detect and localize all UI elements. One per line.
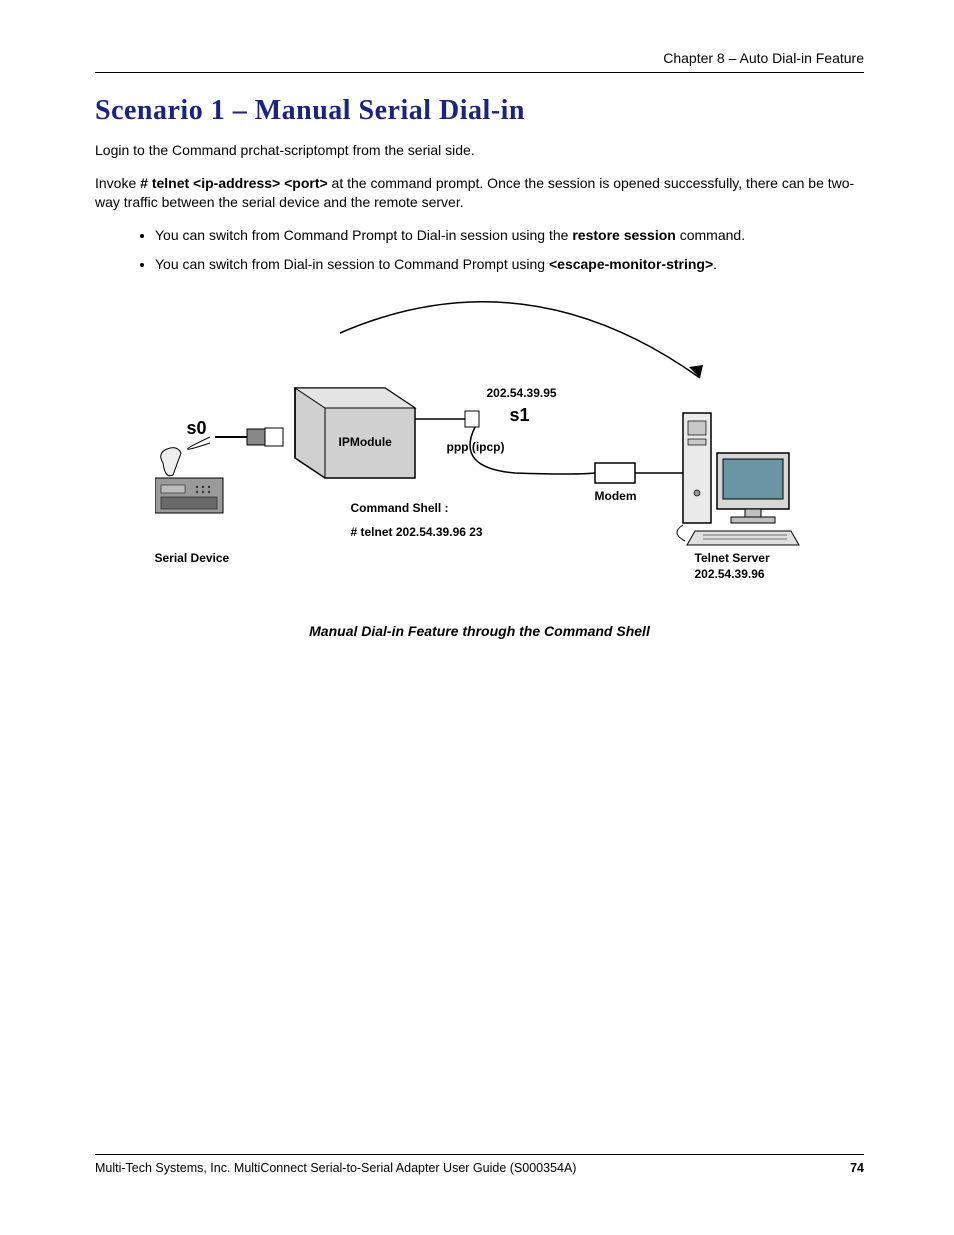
label-cmd-shell: Command Shell :	[351, 501, 449, 515]
page-number: 74	[850, 1161, 864, 1175]
page-footer: Multi-Tech Systems, Inc. MultiConnect Se…	[95, 1154, 864, 1175]
label-s0: s0	[187, 418, 207, 439]
label-telnet-server: Telnet Server	[695, 551, 770, 565]
para2-a: Invoke	[95, 175, 140, 191]
para2-cmd: # telnet <ip-address> <port>	[140, 175, 328, 191]
b1a: You can switch from Command Prompt to Di…	[155, 227, 572, 243]
bullet-1: You can switch from Command Prompt to Di…	[155, 226, 864, 245]
bullet-list: You can switch from Command Prompt to Di…	[95, 226, 864, 274]
b2b: <escape-monitor-string>	[549, 256, 713, 272]
figure-caption: Manual Dial-in Feature through the Comma…	[95, 623, 864, 639]
b2a: You can switch from Dial-in session to C…	[155, 256, 549, 272]
label-s1: s1	[510, 405, 530, 426]
b1b: restore session	[572, 227, 676, 243]
paragraph-2: Invoke # telnet <ip-address> <port> at t…	[95, 174, 864, 212]
label-ppp: ppp (ipcp)	[447, 440, 505, 454]
footer-text: Multi-Tech Systems, Inc. MultiConnect Se…	[95, 1161, 576, 1175]
network-diagram: s0 s1 IPModule 202.54.39.95 ppp (ipcp) M…	[155, 293, 805, 603]
label-cmd-line: # telnet 202.54.39.96 23	[351, 525, 483, 539]
label-modem: Modem	[595, 489, 637, 503]
chapter-header: Chapter 8 – Auto Dial-in Feature	[95, 50, 864, 73]
paragraph-1: Login to the Command prchat-scriptompt f…	[95, 141, 864, 160]
b2c: .	[713, 256, 717, 272]
label-ip-above: 202.54.39.95	[487, 386, 557, 400]
bullet-2: You can switch from Dial-in session to C…	[155, 255, 864, 274]
label-serial-device: Serial Device	[155, 551, 230, 565]
b1c: command.	[676, 227, 745, 243]
label-ipmodule: IPModule	[339, 435, 392, 449]
label-server-ip: 202.54.39.96	[695, 567, 765, 581]
page-title: Scenario 1 – Manual Serial Dial-in	[95, 95, 864, 127]
